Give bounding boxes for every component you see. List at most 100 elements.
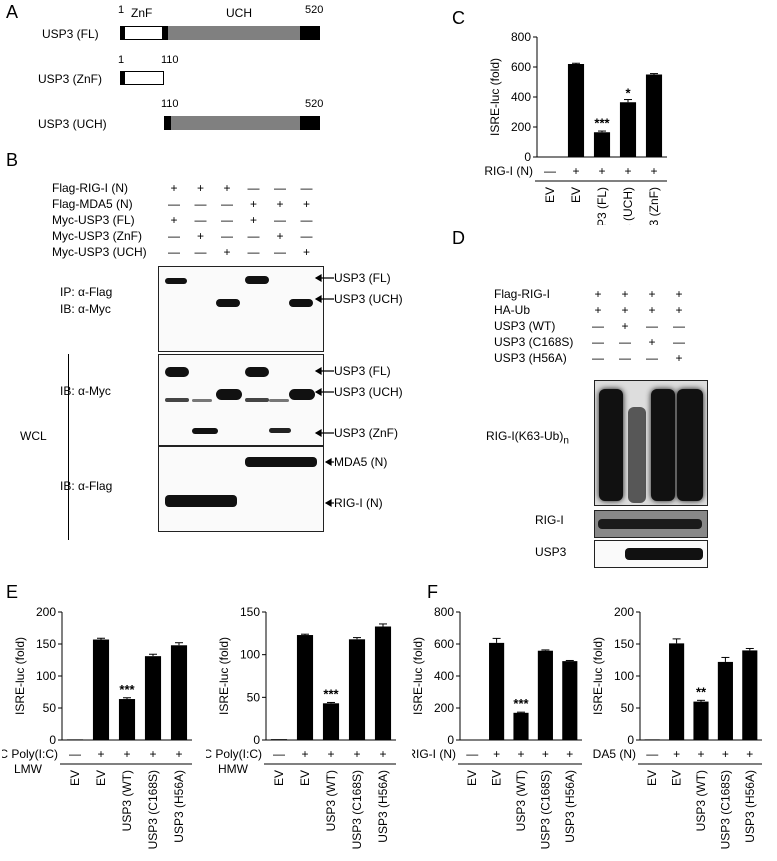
wcl-label: WCL: [20, 429, 47, 443]
b-sign: —: [194, 197, 207, 211]
fl-end: 520: [305, 4, 324, 16]
d-sign: +: [594, 287, 602, 301]
x-tick-label: USP3 (H56A): [172, 770, 186, 843]
uch-end: 520: [305, 98, 324, 110]
panel-label-e: E: [6, 582, 19, 602]
treatment-sign: —: [69, 747, 81, 761]
chart-e2: ISRE-luc (fold) 0 50 100 150 — EV + EV *** + USP3 (…: [206, 605, 396, 849]
b-sign: +: [249, 197, 257, 211]
b-sign: +: [223, 245, 231, 259]
znf-construct-bar: [120, 71, 164, 85]
d-sign: —: [646, 351, 658, 365]
bar: [669, 643, 685, 740]
b-sign: +: [196, 181, 204, 195]
y-tick-label: 0: [253, 733, 260, 747]
b-sign: +: [223, 181, 231, 195]
x-tick-label: USP3 (ZnF): [647, 187, 661, 225]
d-sign: +: [648, 303, 656, 317]
blot-rigi: [594, 510, 708, 538]
treatment-sign: +: [97, 747, 104, 761]
x-tick-label: USP3 (WT): [324, 770, 338, 831]
d-row-label: USP3 (WT): [494, 319, 556, 333]
blot-usp3-label: USP3: [535, 545, 567, 559]
d-sign: —: [592, 319, 604, 333]
y-tick-label: 200: [614, 605, 634, 619]
significance-label: ***: [119, 682, 135, 697]
bar: [513, 712, 529, 740]
treatment-sign: +: [379, 747, 386, 761]
bar: [489, 642, 505, 740]
b-sign: —: [168, 245, 180, 259]
treatment-sign: +: [598, 164, 605, 178]
b-sign: —: [221, 197, 233, 211]
treatment-sign: +: [353, 747, 360, 761]
y-axis-label: ISRE-luc (fold): [488, 58, 502, 136]
bar: [92, 639, 110, 740]
y-tick-label: 800: [434, 605, 454, 619]
band-label: MDA5 (N): [334, 455, 388, 469]
band-label: USP3 (FL): [334, 364, 391, 378]
d-sign: —: [592, 351, 604, 365]
band-label: USP3 (ZnF): [334, 426, 399, 440]
band-label: USP3 (UCH): [334, 385, 403, 399]
x-tick-label: EV: [543, 187, 557, 203]
panel-label-f: F: [427, 582, 438, 602]
d-row-label: Flag-RIG-I: [494, 287, 551, 301]
treatment-sign: —: [273, 747, 285, 761]
ib-flag-label: IB: α-Flag: [60, 479, 113, 493]
b-sign: —: [247, 229, 260, 243]
x-tick-label: EV: [465, 770, 479, 786]
d-sign: —: [619, 351, 631, 365]
d-sign: +: [621, 303, 629, 317]
y-tick-label: 100: [240, 648, 260, 662]
panel-label-c: C: [452, 8, 465, 28]
y-tick-label: 400: [511, 90, 531, 104]
d-sign: +: [675, 303, 683, 317]
construct-label-uch: USP3 (UCH): [38, 117, 107, 131]
b-sign: —: [300, 229, 313, 243]
domain-uch-label: UCH: [226, 6, 252, 20]
treatment-sign: +: [722, 747, 729, 761]
b-row-label: Flag-MDA5 (N): [52, 197, 133, 211]
treatment-sign: +: [697, 747, 704, 761]
chart-f1: ISRE-luc (fold) 0 200 400 600 800 — EV + EV *** + US…: [412, 605, 582, 849]
bar: [296, 635, 314, 740]
ib-myc-label: IB: α-Myc: [60, 302, 111, 316]
bar: [537, 650, 553, 740]
fl-start: 1: [118, 4, 125, 16]
d-sign: —: [646, 319, 658, 333]
d-sign: +: [675, 287, 683, 301]
x-tick-label: USP3 (FL): [595, 187, 609, 225]
x-tick-label: USP3 (H56A): [376, 770, 390, 843]
y-tick-label: 200: [511, 120, 531, 134]
ib-myc-label: IB: α-Myc: [60, 384, 111, 398]
treatment-sign: +: [493, 747, 500, 761]
bar: [541, 156, 559, 158]
b-row-label: Flag-RIG-I (N): [52, 181, 128, 195]
b-sign: —: [168, 229, 180, 243]
bar: [464, 739, 480, 741]
blot-usp3: [594, 540, 708, 568]
treatment-label: MDA5 (N): [592, 747, 636, 761]
treatment-sign: —: [646, 747, 658, 761]
x-tick-label: USP3 (WT): [694, 770, 708, 831]
bar: [644, 739, 660, 740]
x-tick-label: EV: [272, 770, 286, 786]
b-sign: —: [194, 213, 207, 227]
y-tick-label: 50: [43, 701, 57, 715]
panel-label-b: B: [6, 150, 19, 170]
treatment-sign: +: [673, 747, 680, 761]
treatment-sign: +: [572, 164, 579, 178]
b-row-label: Myc-USP3 (UCH): [52, 245, 147, 259]
bar: [619, 102, 637, 157]
d-sign: +: [648, 287, 656, 301]
x-tick-label: USP3 (WT): [514, 770, 528, 831]
b-sign: —: [274, 245, 286, 259]
domain-znf-label: ZnF: [131, 6, 153, 20]
blot-wcl-flag: [158, 446, 324, 532]
treatment-label: IC Poly(I:C): [206, 747, 262, 761]
treatment-sign: +: [327, 747, 334, 761]
b-sign: —: [194, 245, 207, 259]
bar: [593, 132, 611, 157]
d-row-label: USP3 (H56A): [494, 351, 567, 365]
